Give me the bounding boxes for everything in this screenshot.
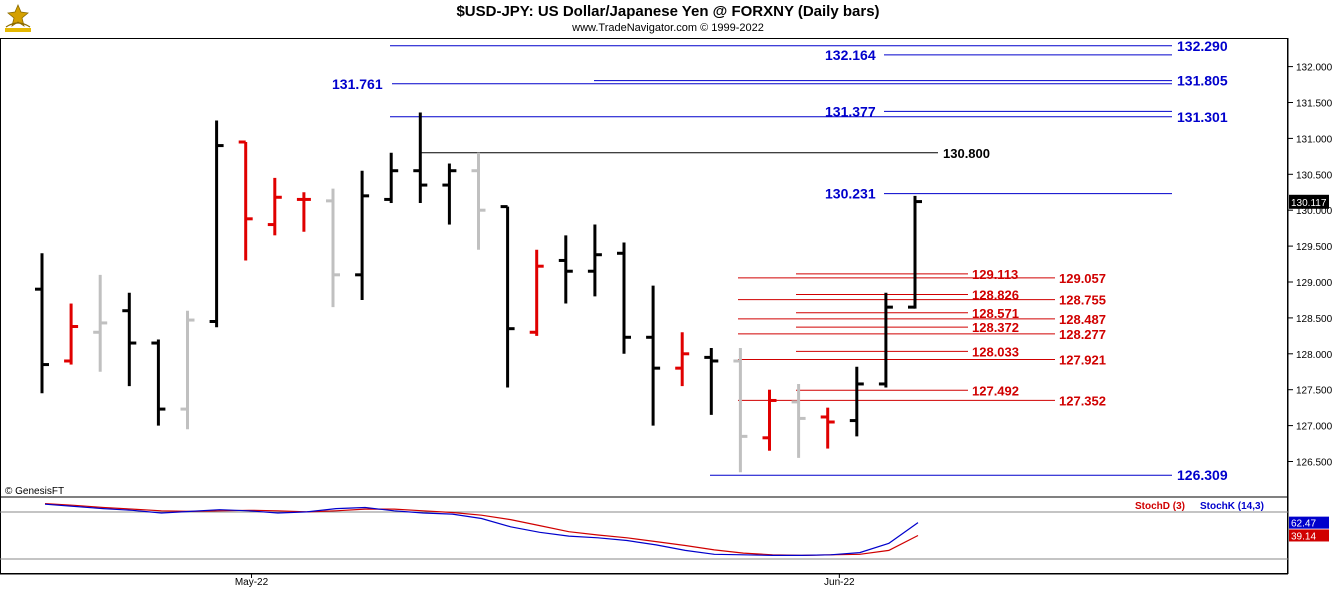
- ohlc-bar: [908, 195, 922, 309]
- date-tick-label: May-22: [235, 577, 269, 588]
- level-label: 128.033: [972, 344, 1019, 359]
- last-price-tag: 130.117: [1289, 194, 1329, 209]
- level-label: 131.301: [1177, 109, 1228, 125]
- ohlc-bar: [878, 292, 893, 388]
- level-label: 132.290: [1177, 38, 1228, 54]
- ohlc-bar: [849, 366, 864, 437]
- level-label: 127.492: [972, 383, 1019, 398]
- last-price-value: 130.117: [1291, 198, 1327, 209]
- ohlc-bar: [675, 332, 690, 387]
- level-lines: 132.290 132.164 131.805 131.761 131.377 131.3…: [332, 38, 1228, 483]
- trade-navigator-logo: [5, 3, 31, 32]
- ohlc-bar: [646, 285, 661, 426]
- level-label: 129.113: [972, 267, 1018, 282]
- indicator-value-box: [1289, 516, 1329, 529]
- ohlc-bar: [296, 192, 311, 232]
- ohlc-bar: [558, 235, 573, 304]
- date-axis: May-22 Jun-22: [235, 574, 855, 588]
- ohlc-bar: [762, 389, 777, 451]
- price-tick-label: 129.500: [1296, 242, 1333, 253]
- level-label: 127.352: [1059, 393, 1106, 408]
- stochk-line: [44, 503, 919, 557]
- ohlc-bar: [209, 120, 224, 328]
- level-label: 128.571: [972, 306, 1019, 321]
- price-tick-label: 130.000: [1296, 206, 1333, 217]
- ohlc-bar: [791, 383, 806, 458]
- level-label: 128.826: [972, 287, 1019, 302]
- copyright-label: © GenesisFT: [5, 486, 64, 497]
- ohlc-bar: [442, 163, 457, 225]
- level-label: 131.761: [332, 76, 383, 92]
- price-tick-label: 127.000: [1296, 422, 1333, 433]
- ohlc-bar: [587, 224, 602, 297]
- ohlc-bar: [326, 188, 340, 308]
- ohlc-bar: [238, 140, 253, 261]
- ohlc-bar: [500, 205, 515, 388]
- price-tick-label: 126.500: [1296, 458, 1333, 469]
- chart-subtitle: www.TradeNavigator.com © 1999-2022: [572, 22, 764, 34]
- level-label: 129.057: [1059, 271, 1106, 286]
- ohlc-bar: [35, 253, 49, 394]
- indicator-legend-label: StochD (3): [1135, 501, 1185, 512]
- stochd-line: [44, 503, 919, 557]
- indicator-value-label: 62.47: [1291, 519, 1316, 530]
- ohlc-bar: [733, 348, 748, 473]
- ohlc-bar: [180, 310, 195, 430]
- ohlc-bar: [93, 274, 108, 372]
- level-label: 128.277: [1059, 327, 1106, 342]
- last-price-box: [1289, 194, 1329, 209]
- level-label: 132.164: [825, 47, 876, 63]
- level-label: 127.921: [1059, 352, 1106, 367]
- date-tick-label: Jun-22: [824, 577, 855, 588]
- price-bars: [35, 112, 922, 473]
- level-label: 130.231: [825, 186, 876, 202]
- level-label: 126.309: [1177, 467, 1228, 483]
- level-label: 130.800: [943, 146, 990, 161]
- ohlc-bar: [64, 303, 79, 365]
- ohlc-bar: [122, 292, 137, 387]
- ohlc-bar: [471, 152, 486, 250]
- level-label: 128.372: [972, 320, 1019, 335]
- ohlc-bar: [617, 242, 631, 354]
- price-tick-label: 127.500: [1296, 386, 1333, 397]
- price-tick-label: 131.500: [1296, 99, 1333, 110]
- price-tick-label: 129.000: [1296, 278, 1333, 289]
- price-tick-label: 132.000: [1296, 63, 1333, 74]
- ohlc-bar: [704, 348, 719, 415]
- level-label: 128.755: [1059, 293, 1106, 308]
- indicator-value-box: [1289, 529, 1329, 542]
- indicator-value-label: 39.14: [1291, 531, 1316, 542]
- price-axis: 126.500 127.000 127.500 128.000 128.500 129.0…: [1288, 63, 1333, 469]
- indicator-legend-label: StochK (14,3): [1200, 501, 1264, 512]
- chart-header: $USD-JPY: US Dollar/Japanese Yen @ FORXN…: [0, 0, 1336, 40]
- ohlc-bar: [384, 152, 399, 204]
- ohlc-bar: [413, 112, 428, 204]
- ohlc-bar: [355, 170, 370, 300]
- ohlc-bar: [151, 339, 166, 426]
- level-label: 131.805: [1177, 73, 1228, 89]
- price-tick-label: 130.500: [1296, 170, 1333, 181]
- ohlc-bar: [820, 407, 835, 449]
- price-tick-label: 131.000: [1296, 134, 1333, 145]
- ohlc-bar: [529, 249, 544, 336]
- chart-title: $USD-JPY: US Dollar/Japanese Yen @ FORXN…: [456, 3, 880, 20]
- level-label: 128.487: [1059, 312, 1106, 327]
- level-label: 131.377: [825, 103, 876, 119]
- price-tick-label: 128.000: [1296, 350, 1333, 361]
- price-tick-label: 128.500: [1296, 314, 1333, 325]
- ohlc-bar: [267, 177, 282, 236]
